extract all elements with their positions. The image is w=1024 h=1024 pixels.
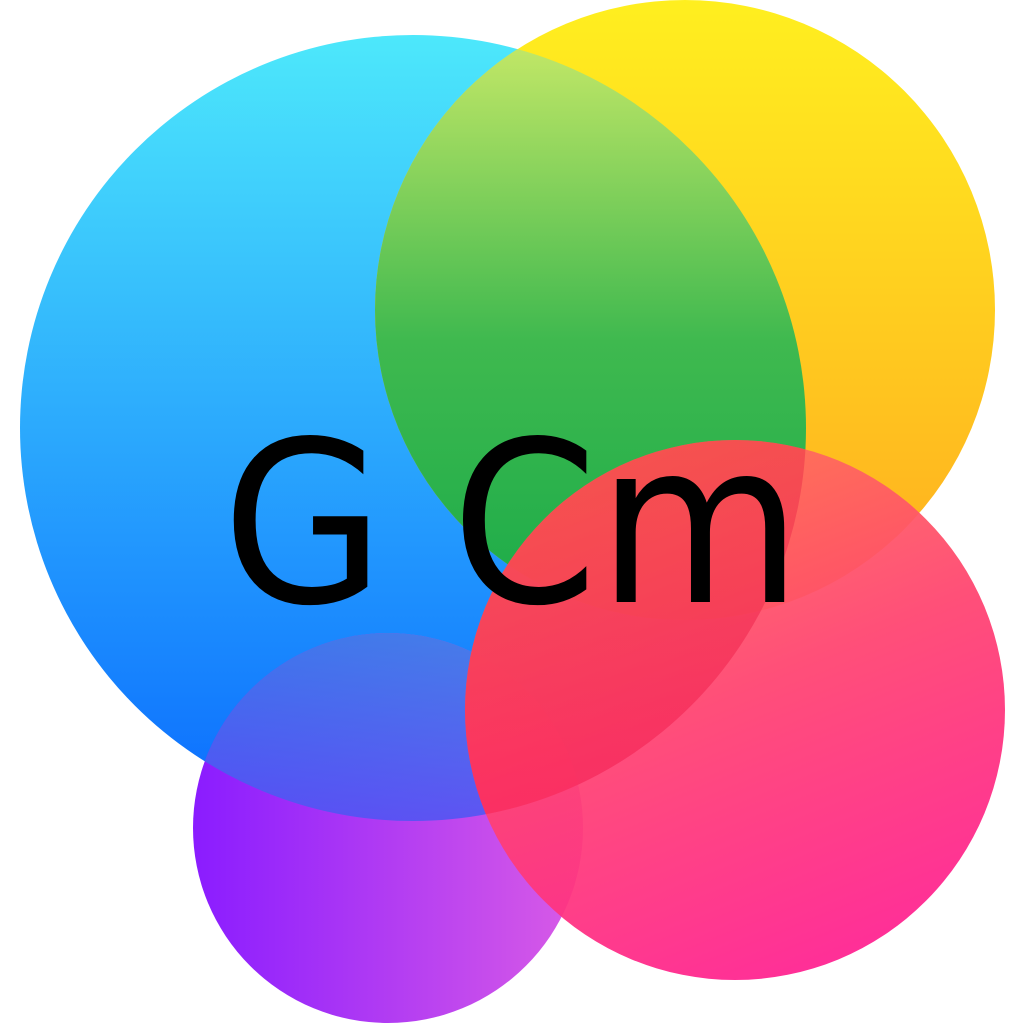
red-overlap (465, 440, 806, 821)
green-overlap (375, 35, 806, 620)
logo-text: G Cm (222, 394, 802, 656)
